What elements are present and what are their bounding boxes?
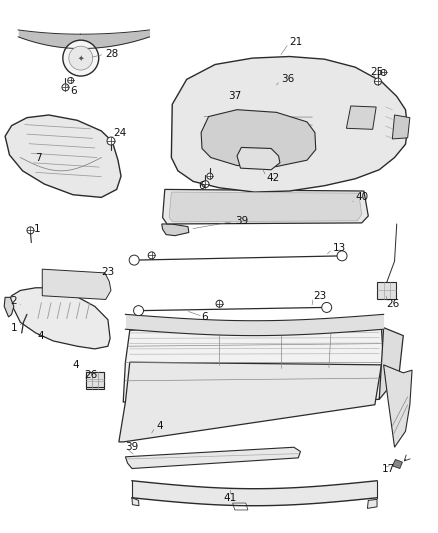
Circle shape — [336, 251, 346, 261]
Polygon shape — [201, 110, 315, 166]
Circle shape — [148, 252, 155, 259]
Text: 6: 6 — [201, 312, 207, 322]
Polygon shape — [125, 447, 300, 469]
Circle shape — [374, 78, 381, 85]
Text: 7: 7 — [35, 152, 41, 163]
Polygon shape — [4, 297, 14, 317]
Polygon shape — [392, 459, 402, 469]
Text: 37: 37 — [228, 91, 241, 101]
Polygon shape — [5, 115, 121, 197]
Polygon shape — [161, 224, 188, 236]
Polygon shape — [232, 503, 247, 510]
Text: 23: 23 — [313, 290, 326, 301]
Text: 25: 25 — [370, 68, 383, 77]
Bar — [86, 372, 103, 386]
Polygon shape — [9, 288, 110, 349]
Circle shape — [380, 69, 386, 76]
Text: 4: 4 — [73, 360, 79, 370]
Polygon shape — [346, 106, 375, 130]
Text: 2: 2 — [11, 296, 17, 306]
Text: 40: 40 — [354, 192, 367, 203]
Polygon shape — [162, 189, 367, 224]
Text: 41: 41 — [223, 492, 237, 503]
Circle shape — [201, 181, 208, 188]
Bar — [85, 372, 104, 389]
Circle shape — [107, 137, 115, 145]
Polygon shape — [378, 328, 403, 399]
Circle shape — [67, 77, 74, 84]
Polygon shape — [237, 148, 279, 169]
Text: ✦: ✦ — [78, 54, 84, 62]
Circle shape — [27, 227, 34, 234]
Polygon shape — [169, 192, 361, 222]
Circle shape — [69, 46, 92, 70]
Text: 1: 1 — [11, 322, 17, 333]
Text: 1: 1 — [33, 224, 40, 235]
Polygon shape — [123, 328, 383, 402]
Text: 28: 28 — [106, 49, 119, 59]
Circle shape — [321, 302, 331, 312]
Text: 26: 26 — [84, 370, 97, 381]
Polygon shape — [367, 499, 376, 508]
Polygon shape — [383, 365, 411, 447]
Text: 6: 6 — [71, 86, 77, 96]
Text: 24: 24 — [113, 127, 127, 138]
Text: 42: 42 — [266, 173, 279, 183]
Circle shape — [62, 84, 69, 91]
Text: 17: 17 — [381, 464, 394, 473]
Circle shape — [215, 300, 223, 307]
Circle shape — [129, 255, 139, 265]
Polygon shape — [392, 115, 409, 139]
Polygon shape — [132, 498, 139, 506]
Polygon shape — [171, 56, 407, 192]
Circle shape — [206, 173, 212, 179]
Circle shape — [133, 305, 143, 316]
Text: 4: 4 — [38, 330, 44, 341]
Polygon shape — [119, 362, 381, 442]
Bar — [377, 282, 395, 299]
Text: 21: 21 — [289, 37, 302, 47]
Text: 39: 39 — [125, 442, 138, 452]
Text: 36: 36 — [280, 75, 293, 84]
Text: 26: 26 — [385, 298, 398, 309]
Text: 39: 39 — [234, 216, 247, 227]
Text: 13: 13 — [332, 243, 346, 253]
Text: 23: 23 — [101, 267, 114, 277]
Polygon shape — [42, 269, 111, 300]
Text: 6: 6 — [198, 181, 204, 191]
Text: 4: 4 — [155, 421, 162, 431]
Circle shape — [63, 40, 99, 76]
